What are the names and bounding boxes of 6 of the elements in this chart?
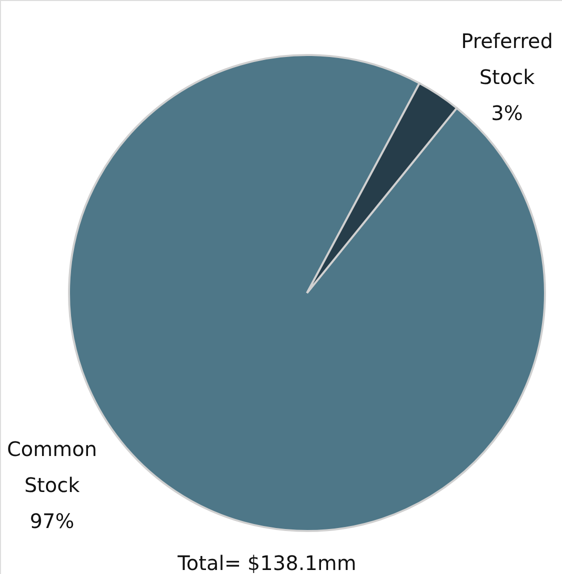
slice-label: Preferred Stock xyxy=(461,29,553,89)
text: Total= $138.1mm xyxy=(176,551,356,574)
data-label: 3% xyxy=(491,101,523,125)
data-label: 97% xyxy=(30,509,74,533)
pie-slice xyxy=(306,82,458,294)
slice-label: Common Stock xyxy=(6,437,98,497)
